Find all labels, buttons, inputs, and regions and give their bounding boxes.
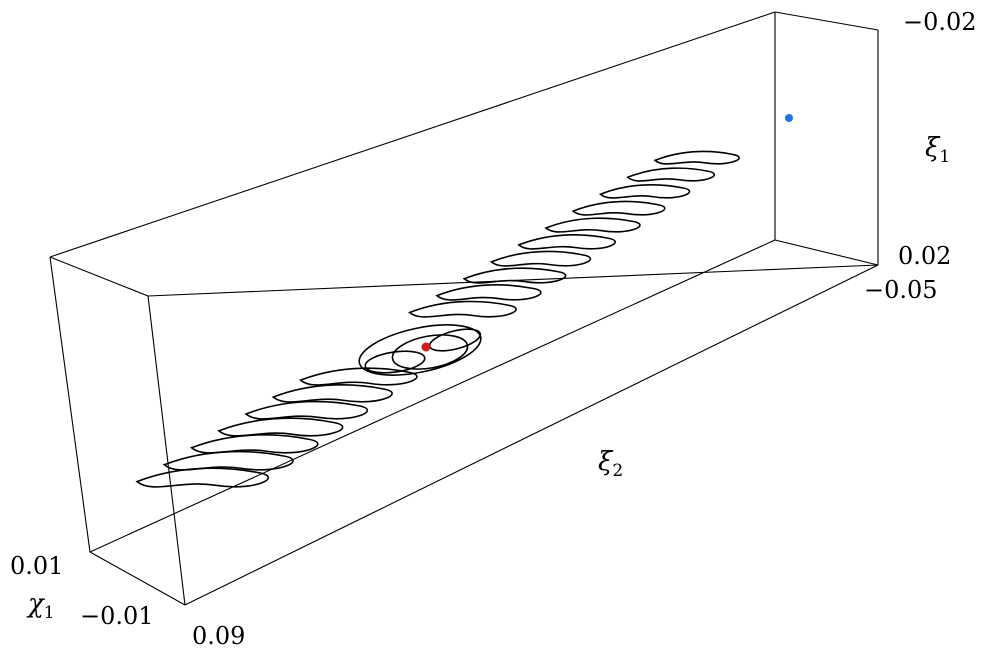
loop-curve <box>189 434 319 454</box>
loop-curves <box>135 150 740 488</box>
loop-curve <box>299 367 418 386</box>
tick-xi2-left: 0.09 <box>192 622 245 650</box>
loop-curve <box>135 467 270 488</box>
loop-curve <box>408 300 517 318</box>
box-edge <box>774 11 879 31</box>
loop-curve <box>462 267 567 284</box>
box-edge <box>89 239 776 553</box>
bounding-box <box>49 11 879 606</box>
central-loop <box>358 324 482 376</box>
loop-curve <box>544 217 641 233</box>
box-edge <box>89 551 186 606</box>
tick-xi1-bottom: 0.02 <box>898 242 951 270</box>
axis-label-chi1-sub: 1 <box>44 603 55 623</box>
loop-curve <box>517 234 616 250</box>
loop-curve <box>435 284 542 301</box>
axis-label-xi1: ξ1 <box>925 133 950 167</box>
box-edge <box>184 264 879 606</box>
loop-curve <box>489 250 592 267</box>
blue-point <box>785 114 793 122</box>
loop-curve <box>626 167 715 182</box>
axis-label-xi2-main: ξ <box>598 447 614 477</box>
axis-label-chi1-main: χ <box>26 589 46 619</box>
loop-curve <box>271 384 393 403</box>
loop-curve <box>598 184 691 199</box>
box-edge <box>49 256 91 553</box>
axis-label-xi2-sub: 2 <box>612 461 623 481</box>
loop-curve <box>217 417 344 437</box>
tick-chi1-top: 0.01 <box>10 552 63 580</box>
axis-label-xi2: ξ2 <box>598 447 623 481</box>
axis-label-xi1-sub: 1 <box>939 147 950 167</box>
loop-curve <box>162 450 294 471</box>
tick-chi1-bottom: −0.01 <box>80 602 154 630</box>
box-edge <box>49 256 149 297</box>
tick-xi1-top: −0.02 <box>903 8 977 36</box>
loop-curve <box>244 400 368 420</box>
box-edge <box>49 11 776 258</box>
tick-xi2-right: −0.05 <box>864 276 938 304</box>
axis-label-xi1-main: ξ <box>925 133 941 163</box>
box-edge <box>147 295 186 606</box>
box-edge <box>774 239 879 266</box>
central-loop <box>364 350 426 374</box>
loop-curve <box>571 200 666 216</box>
loop-curve <box>653 150 740 165</box>
axis-label-chi1: χ1 <box>26 589 55 623</box>
red-point <box>421 342 431 352</box>
central-loops <box>358 324 482 376</box>
